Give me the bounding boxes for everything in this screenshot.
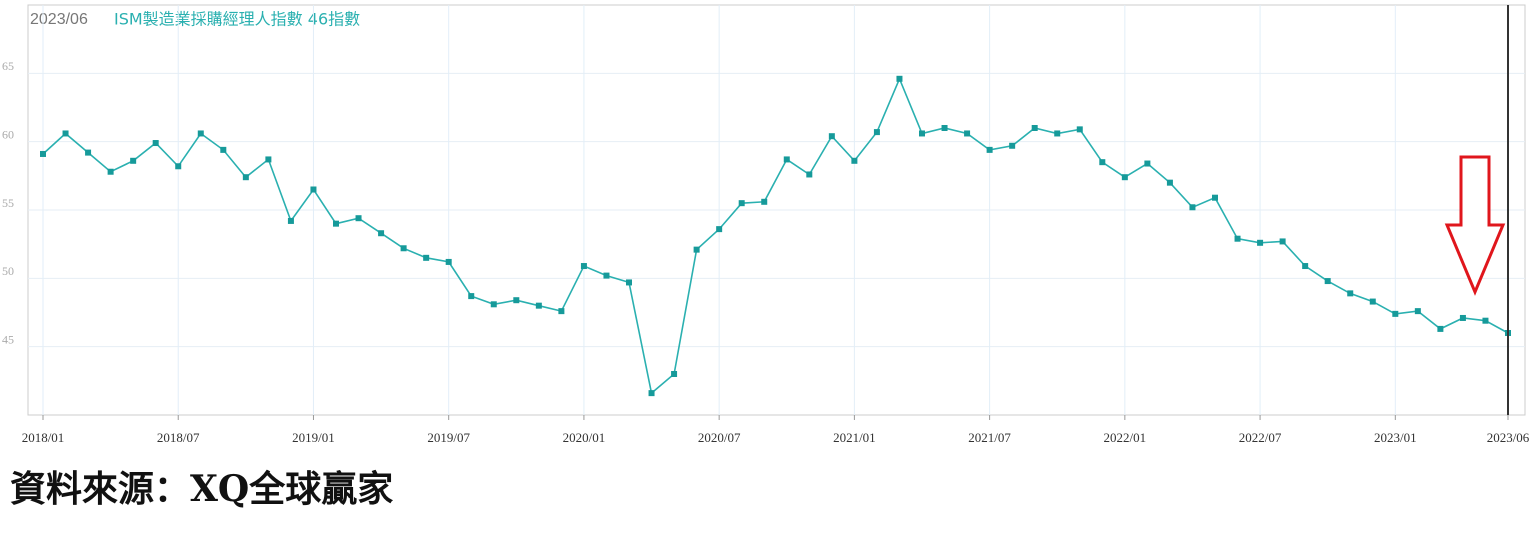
x-tick-label: 2018/07 xyxy=(157,430,200,445)
data-point xyxy=(828,133,835,140)
data-point xyxy=(1324,278,1331,285)
data-point xyxy=(287,217,294,224)
data-point xyxy=(1189,204,1196,211)
data-point xyxy=(1437,325,1444,332)
data-point xyxy=(648,390,655,397)
x-tick-label: 2021/07 xyxy=(968,430,1011,445)
data-point xyxy=(175,163,182,170)
data-point xyxy=(1482,317,1489,324)
data-point xyxy=(896,75,903,82)
data-point xyxy=(378,230,385,237)
x-tick-label: 2021/01 xyxy=(833,430,876,445)
x-tick-label: 2022/07 xyxy=(1239,430,1282,445)
x-tick-label: 2019/01 xyxy=(292,430,335,445)
y-tick-label: 55 xyxy=(2,196,14,210)
data-point xyxy=(986,146,993,153)
header-date: 2023/06 xyxy=(30,11,88,28)
data-point xyxy=(873,129,880,136)
data-point xyxy=(919,130,925,137)
chart-title: ISM製造業採購經理人指數 46指數 xyxy=(114,10,360,29)
data-point xyxy=(490,301,497,308)
data-point xyxy=(1369,298,1376,305)
series-line xyxy=(42,76,1509,395)
data-point xyxy=(197,130,204,137)
data-point xyxy=(1099,159,1106,166)
data-point xyxy=(964,130,971,137)
data-point xyxy=(423,254,430,261)
data-point xyxy=(400,245,407,252)
data-point xyxy=(85,149,92,156)
data-point xyxy=(107,168,114,175)
data-point xyxy=(738,200,745,207)
data-point xyxy=(1009,142,1016,149)
data-point xyxy=(603,272,610,279)
data-point xyxy=(445,258,452,265)
x-tick-label: 2023/06 xyxy=(1487,430,1530,445)
data-point xyxy=(783,156,790,163)
data-point xyxy=(1076,126,1083,133)
y-tick-label: 65 xyxy=(2,59,14,73)
data-point xyxy=(806,171,813,178)
data-point xyxy=(1302,263,1309,270)
data-point xyxy=(40,150,46,157)
data-point xyxy=(693,246,700,253)
source-note: 資料來源：XQ全球贏家 xyxy=(10,468,393,510)
x-tick-label: 2020/01 xyxy=(563,430,606,445)
data-point xyxy=(1392,310,1399,317)
data-point xyxy=(355,215,362,222)
data-point xyxy=(242,174,249,181)
data-point xyxy=(558,308,565,315)
data-point xyxy=(265,156,272,163)
data-point xyxy=(1054,130,1061,137)
x-tick-label: 2020/07 xyxy=(698,430,741,445)
down-arrow xyxy=(1444,155,1506,296)
data-point xyxy=(220,146,227,153)
data-point xyxy=(1414,308,1421,315)
data-point xyxy=(130,157,137,164)
data-point xyxy=(513,297,520,304)
data-point xyxy=(671,371,678,377)
x-tick-label: 2022/01 xyxy=(1104,430,1147,445)
data-point xyxy=(152,140,159,147)
x-tick-label: 2023/01 xyxy=(1374,430,1417,445)
y-tick-label: 50 xyxy=(2,264,14,278)
data-point xyxy=(333,220,339,227)
data-point xyxy=(62,130,69,137)
y-tick-label: 45 xyxy=(2,332,14,346)
data-point xyxy=(1144,160,1151,167)
data-point xyxy=(580,263,587,270)
data-point xyxy=(1347,290,1354,297)
data-point xyxy=(1459,314,1466,321)
data-point xyxy=(310,186,317,193)
x-tick-label: 2018/01 xyxy=(22,430,65,445)
data-point xyxy=(1279,238,1286,245)
data-point xyxy=(1121,174,1128,181)
data-point xyxy=(761,198,768,205)
data-point xyxy=(1166,179,1173,186)
x-tick-label: 2019/07 xyxy=(427,430,470,445)
data-point xyxy=(716,226,723,233)
data-point xyxy=(1212,194,1218,201)
data-point xyxy=(941,125,948,131)
data-point xyxy=(535,302,542,309)
data-point xyxy=(1031,125,1038,131)
data-point xyxy=(1234,235,1241,242)
data-point xyxy=(468,293,475,300)
data-point xyxy=(851,157,858,164)
data-point xyxy=(1257,239,1264,246)
y-tick-label: 60 xyxy=(2,127,14,141)
data-point xyxy=(626,279,632,286)
